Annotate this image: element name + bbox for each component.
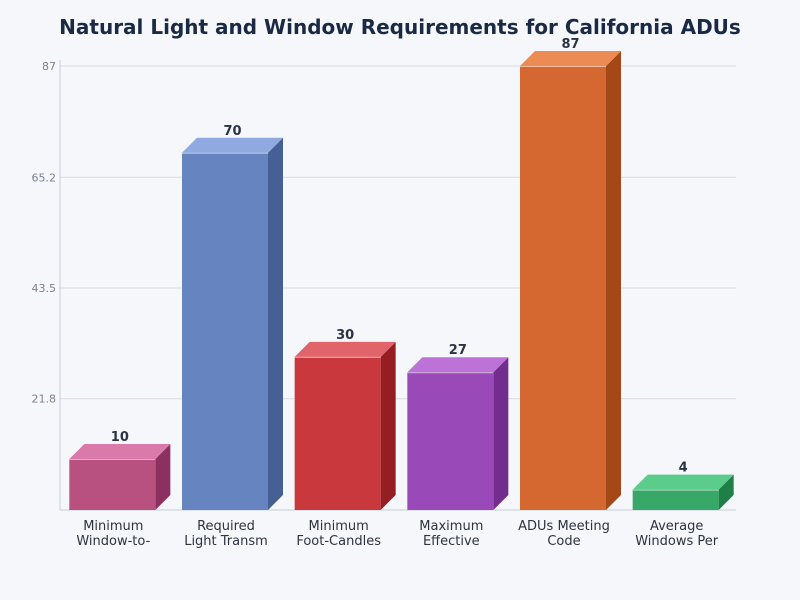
- bar-side: [155, 443, 171, 510]
- bar-top: [632, 474, 734, 490]
- bar-group: [69, 443, 171, 510]
- bar: [520, 66, 606, 510]
- x-tick-label: Average Windows Per: [635, 519, 719, 549]
- x-tick-label-line: Average: [650, 519, 703, 534]
- x-tick-label-line: ADUs Meeting: [518, 519, 610, 534]
- data-label: 27: [449, 343, 467, 358]
- axis-layer: 21.8 43.5 65.2 87: [32, 60, 736, 511]
- x-tick-label-line: Minimum: [309, 519, 369, 534]
- bar-group: [632, 474, 734, 510]
- y-tick-label: 65.2: [32, 171, 57, 184]
- grid-layer: [60, 65, 736, 400]
- data-label: 87: [561, 37, 579, 52]
- bar: [294, 356, 381, 510]
- x-tick-label-line: Window-to-: [76, 534, 150, 549]
- y-tick-label: 21.8: [32, 393, 57, 406]
- bars-layer: [69, 51, 734, 511]
- y-tick-label: 43.5: [32, 282, 57, 295]
- bar: [69, 458, 156, 510]
- bar-side: [493, 357, 509, 510]
- x-tick-label-line: Light Transm: [184, 534, 268, 549]
- x-tick-label-line: Windows Per: [635, 534, 719, 549]
- chart-title: Natural Light and Window Requirements fo…: [59, 15, 741, 39]
- data-label: 70: [223, 124, 241, 139]
- x-tick-label-line: Minimum: [83, 519, 143, 534]
- bar-side: [268, 137, 283, 511]
- data-label: 30: [336, 328, 354, 343]
- bar: [632, 489, 719, 510]
- x-tick-label: Minimum Window-to-: [76, 519, 150, 549]
- x-tick-label-line: Code: [547, 534, 580, 549]
- x-tick-label: ADUs Meeting Code: [518, 519, 610, 549]
- x-tick-label: Maximum Effective: [419, 519, 483, 549]
- bar-group: [407, 357, 509, 510]
- x-tick-label-line: Maximum: [419, 519, 483, 534]
- bar-top: [182, 137, 283, 153]
- x-tick-label: Minimum Foot-Candles: [296, 519, 381, 549]
- bar-top: [520, 51, 621, 66]
- x-tick-label-line: Required: [197, 519, 255, 534]
- x-tick-label-line: Foot-Candles: [296, 534, 381, 549]
- bar-side: [718, 474, 734, 510]
- bar-top: [69, 443, 171, 459]
- bar-top: [294, 341, 396, 357]
- bar-group: [182, 137, 283, 511]
- bar-top: [407, 357, 509, 373]
- bar-group: [520, 51, 621, 510]
- data-label: 10: [111, 430, 129, 445]
- x-tick-label-line: Effective: [423, 534, 480, 549]
- y-tick-label: 87: [42, 60, 56, 73]
- data-label: 4: [679, 461, 688, 476]
- bar: [182, 152, 268, 511]
- bar-side: [380, 341, 396, 510]
- bar: [407, 372, 494, 510]
- bar-group: [294, 341, 396, 510]
- bar-side: [606, 51, 621, 510]
- x-tick-label: Required Light Transm: [184, 519, 268, 549]
